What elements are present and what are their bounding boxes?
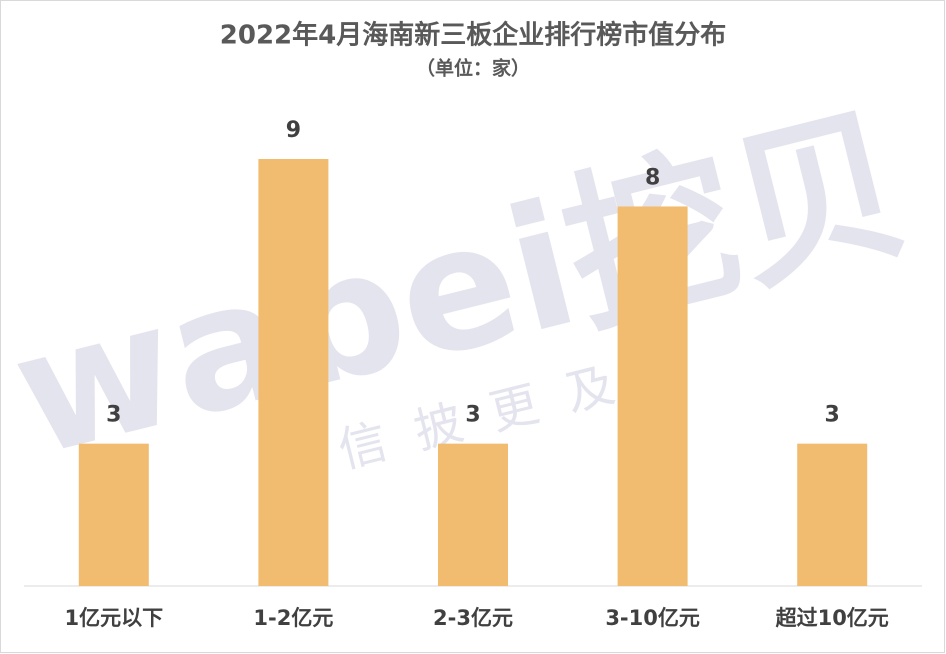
data-label: 3 — [825, 403, 840, 428]
x-tick-label: 2-3亿元 — [433, 606, 513, 630]
bar — [78, 443, 149, 586]
bar — [258, 159, 329, 586]
x-tick-label: 1-2亿元 — [253, 606, 333, 630]
bar — [797, 443, 868, 586]
data-label: 8 — [645, 165, 660, 190]
data-label: 3 — [465, 403, 480, 428]
chart-title: 2022年4月海南新三板企业排行榜市值分布 — [220, 20, 726, 51]
x-tick-label: 3-10亿元 — [605, 606, 700, 630]
x-tick-label: 超过10亿元 — [776, 606, 889, 630]
x-tick-label: 1亿元以下 — [64, 606, 163, 630]
bar — [617, 206, 688, 586]
bar — [438, 443, 508, 586]
data-label: 9 — [286, 118, 301, 143]
data-label: 3 — [106, 403, 121, 428]
chart-subtitle: （单位：家） — [416, 57, 530, 80]
